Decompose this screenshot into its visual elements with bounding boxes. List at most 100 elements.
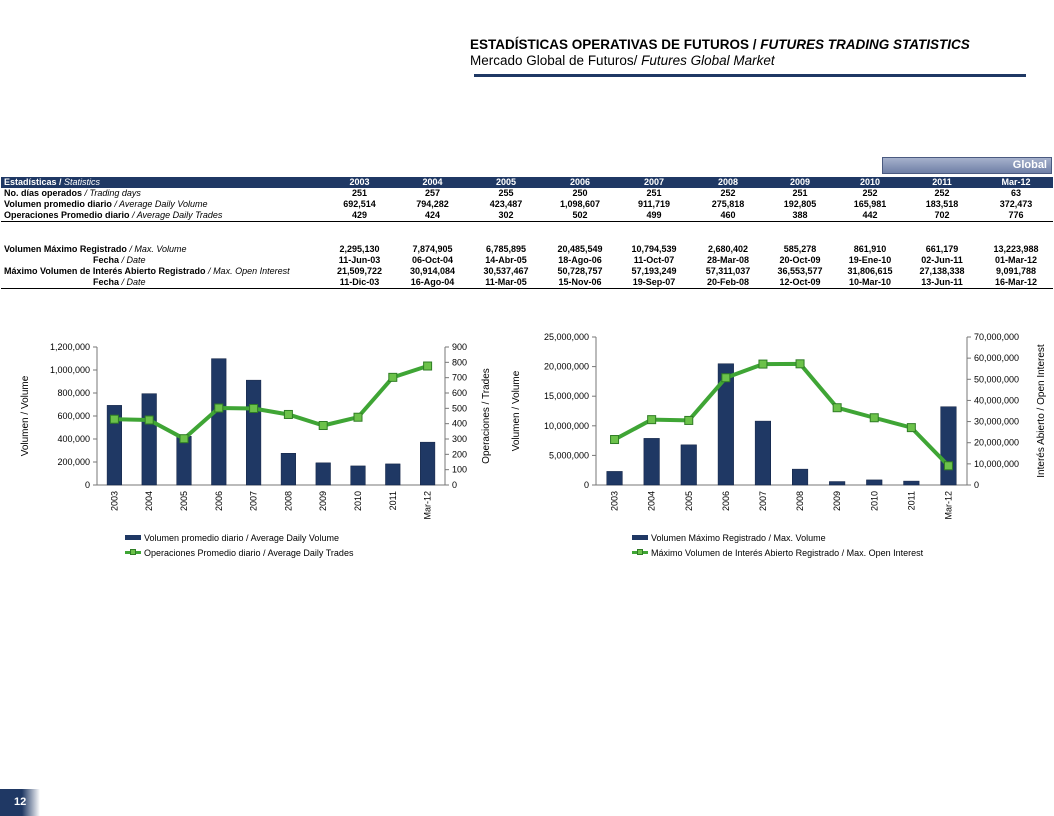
table-cell: 388 — [765, 210, 835, 222]
bar — [717, 363, 734, 486]
table-cell: 794,282 — [416, 199, 449, 209]
bar — [280, 453, 296, 486]
page-header: ESTADÍSTICAS OPERATIVAS DE FUTUROS / FUT… — [470, 37, 1030, 77]
chart-left-svg: 0 200,000 400,000 600,000 800,000 1,000,000 1,… — [20, 342, 492, 520]
bar — [350, 465, 366, 486]
legend-label: Máximo Volumen de Interés Abierto Regist… — [651, 547, 924, 558]
table-cell: 13,223,988 — [993, 244, 1039, 254]
table-cell: 692,514 — [343, 199, 376, 209]
header-year: 2003 — [323, 177, 396, 188]
y2-tick-label: 20,000,000 — [974, 438, 1019, 448]
y2-tick-label: 10,000,000 — [974, 459, 1019, 469]
header-year: 2011 — [905, 177, 979, 188]
x-tick-label: 2004 — [144, 491, 154, 511]
line-point — [832, 403, 842, 413]
y-tick-label: 800,000 — [57, 388, 90, 398]
header-label-es: Estadísticas / — [4, 177, 65, 187]
table-cell: 255 — [498, 188, 514, 198]
table-cell: 911,719 — [637, 199, 671, 209]
bar — [246, 379, 262, 486]
bar — [420, 441, 436, 486]
line-point — [179, 434, 189, 444]
row-label-en: Date — [126, 255, 146, 265]
legend-item-line: Máximo Volumen de Interés Abierto Regist… — [632, 545, 923, 560]
legend-item-line: Operaciones Promedio diario / Average Da… — [125, 545, 353, 560]
y-tick-label: 10,000,000 — [544, 421, 589, 431]
bar — [643, 438, 660, 486]
y-tick-label: 5,000,000 — [549, 450, 589, 460]
bar — [315, 462, 331, 486]
table-cell: 36,553,577 — [777, 266, 823, 276]
table-cell: 424 — [396, 210, 469, 222]
line-point — [318, 421, 328, 431]
y2-tick-label: 300 — [452, 434, 467, 444]
y-tick-label: 1,000,000 — [50, 365, 90, 375]
spacer-cell — [1, 222, 1053, 234]
table-cell: 16-Ago-04 — [396, 277, 469, 289]
row-label-sep: / — [126, 244, 135, 254]
line-point — [249, 403, 259, 413]
header-rule — [474, 74, 1026, 77]
y-tick-label: 20,000,000 — [544, 362, 589, 372]
table-cell: 15-Nov-06 — [543, 277, 617, 289]
legend-label: Volumen promedio diario / Average Daily … — [144, 532, 339, 543]
bar — [385, 463, 401, 486]
row-label-en: Max. Volume — [134, 244, 187, 254]
row-label-sep: / — [119, 255, 127, 265]
row-label-en: Date — [126, 277, 146, 287]
x-tick-label: 2003 — [610, 491, 620, 511]
chart-left-legend: Volumen promedio diario / Average Daily … — [125, 530, 353, 560]
y2-axis-label: Interés Abierto / Open Interest — [1036, 344, 1047, 478]
header-year: 2006 — [543, 177, 617, 188]
x-tick-label: 2007 — [249, 491, 259, 511]
y2-tick-label: 800 — [452, 357, 467, 367]
y2-tick-label: 0 — [452, 480, 457, 490]
legend-item-bar: Volumen Máximo Registrado / Max. Volume — [632, 530, 923, 545]
table-cell: 460 — [691, 210, 765, 222]
table-cell: 63 — [1010, 188, 1021, 198]
y-axis-label: Volumen / Volume — [511, 370, 522, 451]
table-cell: 28-Mar-08 — [706, 255, 750, 265]
table-row: Fecha / Date 11-Jun-03 06-Oct-04 14-Abr-05 1… — [1, 255, 1053, 266]
table-cell: 1,098,607 — [559, 199, 601, 209]
table-cell: 192,805 — [783, 199, 817, 209]
row-label-es: Fecha — [93, 277, 120, 287]
table-row: Fecha / Date 11-Dic-03 16-Ago-04 11-Mar-05 1… — [1, 277, 1053, 289]
global-tab[interactable]: Global — [882, 157, 1052, 174]
y-tick-label: 15,000,000 — [544, 391, 589, 401]
table-cell: 2,295,130 — [339, 244, 380, 254]
row-label-es: Volumen promedio diario — [4, 199, 112, 209]
bar — [680, 444, 697, 486]
series-line — [114, 364, 429, 441]
line-point — [795, 359, 805, 369]
table-cell: 702 — [905, 210, 979, 222]
y-tick-label: 0 — [85, 480, 90, 490]
legend-line-swatch — [632, 548, 648, 555]
line-point — [214, 403, 224, 413]
bar — [754, 420, 771, 486]
line-point — [906, 423, 916, 433]
x-tick-label: 2004 — [647, 491, 657, 511]
table-cell: 50,728,757 — [557, 266, 603, 276]
y2-tick-label: 400 — [452, 419, 467, 429]
table-cell: 585,278 — [783, 244, 817, 254]
y2-tick-label: 0 — [974, 480, 979, 490]
table-cell: 9,091,788 — [995, 266, 1037, 276]
x-tick-label: 2008 — [795, 491, 805, 511]
x-tick-label: 2011 — [906, 491, 916, 510]
subtitle-en: Futures Global Market — [637, 53, 775, 68]
table-cell: 183,518 — [925, 199, 959, 209]
x-tick-label: 2010 — [869, 491, 879, 511]
legend-bar-swatch — [125, 535, 141, 540]
y2-tick-label: 40,000,000 — [974, 395, 1019, 405]
table-cell: 14-Abr-05 — [485, 255, 527, 265]
table-cell: 11-Dic-03 — [323, 277, 396, 289]
table-cell: 429 — [323, 210, 396, 222]
legend-bar-swatch — [632, 535, 648, 540]
header-label: Estadísticas / Statistics — [1, 177, 323, 188]
y2-tick-label: 200 — [452, 449, 467, 459]
table-cell: 31,806,615 — [847, 266, 893, 276]
table-cell: 251 — [351, 188, 368, 198]
bar — [606, 471, 623, 486]
header-year: 2004 — [396, 177, 469, 188]
